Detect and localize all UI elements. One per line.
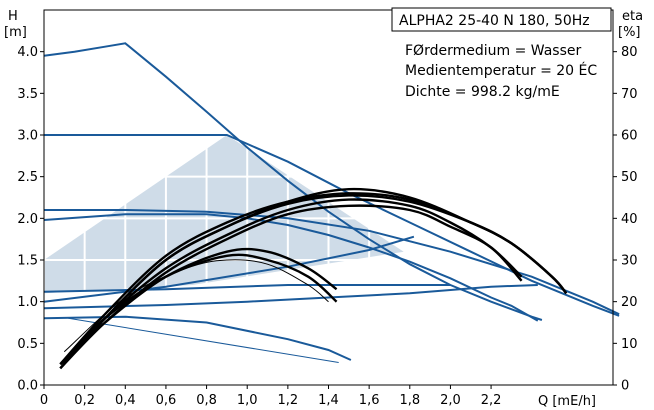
x-tick-label: 2,0 (440, 393, 461, 408)
y-left-tick-label: 4.0 (17, 45, 38, 60)
y-left-tick-label: 3.0 (17, 129, 38, 144)
x-tick-label: 1,4 (318, 393, 339, 408)
head-curve (43, 42, 543, 321)
info-line-3: Dichte = 998.2 kg/mE (405, 84, 560, 100)
info-line-1: FØrdermedium = Wasser (405, 43, 581, 59)
efficiency-curves (59, 187, 568, 370)
head-curve (44, 209, 620, 316)
efficiency-curve (59, 253, 338, 366)
y-left-tick-label: 3.5 (17, 87, 38, 102)
y-right-tick-label: 50 (621, 170, 638, 185)
y-right-label-top: eta (622, 9, 643, 24)
operating-area-fill (44, 135, 404, 294)
y-left-tick-label: 0.5 (17, 337, 38, 352)
efficiency-curve (59, 198, 523, 366)
y-left-label-bottom: [m] (4, 25, 27, 40)
efficiency-curve (59, 247, 338, 366)
chart-title: ALPHA2 25-40 N 180, 50Hz (399, 13, 590, 29)
y-right-tick-label: 40 (621, 212, 638, 227)
x-axis-label: Q [mE/h] (538, 394, 596, 409)
y-left-tick-label: 0.0 (17, 379, 38, 394)
x-tick-label: 0,2 (74, 393, 95, 408)
head-curve (43, 284, 451, 293)
x-tick-label: 1,0 (237, 393, 258, 408)
x-tick-label: 1,8 (399, 393, 420, 408)
y-right-tick-label: 70 (621, 87, 638, 102)
efficiency-curve-thin (63, 259, 329, 353)
y-right-tick-label: 60 (621, 129, 638, 144)
y-left-tick-label: 2.0 (17, 212, 38, 227)
y-right-tick-label: 80 (621, 45, 638, 60)
title-box (391, 7, 612, 32)
y-right-tick-label: 0 (621, 379, 629, 394)
head-curve (43, 213, 539, 322)
y-left-tick-label: 1.0 (17, 295, 38, 310)
head-curve (44, 134, 620, 317)
x-tick-label: 2,2 (481, 393, 502, 408)
x-tick-label: 0 (40, 393, 48, 408)
axes: 0.0 0.5 1.0 1.5 2.0 2.5 3.0 3.5 4.0 0 10 20 30 40 50 60… (17, 9, 638, 408)
y-right-label-bottom: [%] (618, 25, 641, 40)
y-right-tick-label: 20 (621, 295, 638, 310)
x-tick-label: 0,8 (196, 393, 217, 408)
head-curve-thin (68, 317, 339, 363)
x-tick-label: 1,6 (359, 393, 380, 408)
operating-area (44, 135, 404, 294)
y-left-label-top: H (8, 9, 18, 24)
y-left-tick-label: 1.5 (17, 254, 38, 269)
efficiency-curve (59, 204, 523, 370)
efficiency-curve (59, 192, 568, 365)
info-line-2: Medientemperatur = 20 ÉC (405, 62, 597, 79)
x-tick-label: 0,6 (156, 393, 177, 408)
x-tick-label: 1,2 (278, 393, 299, 408)
y-right-tick-label: 10 (621, 337, 638, 352)
x-tick-label: 0,4 (115, 393, 136, 408)
head-curve (43, 284, 538, 310)
y-right-tick-label: 30 (621, 254, 638, 269)
y-left-tick-label: 2.5 (17, 170, 38, 185)
